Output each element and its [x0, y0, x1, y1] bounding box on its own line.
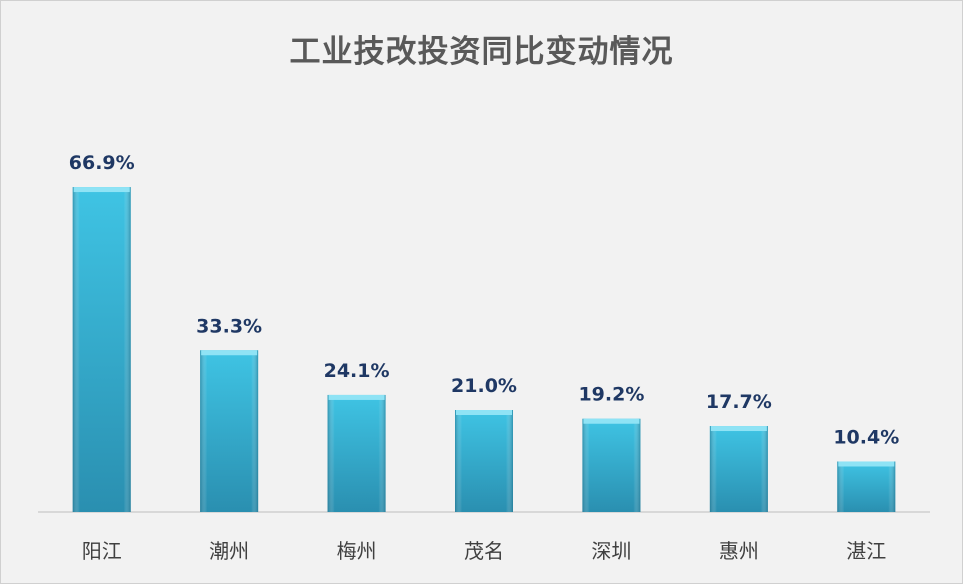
bar-shade-惠州: [709, 426, 768, 512]
category-label-潮州: 潮州: [209, 539, 249, 563]
chart-title: 工业技改投资同比变动情况: [289, 34, 674, 70]
category-label-深圳: 深圳: [591, 539, 631, 563]
bar-cap-梅州: [328, 394, 385, 400]
bar-shade-阳江: [72, 187, 131, 513]
bar-cap-阳江: [73, 187, 130, 193]
bar-shade-梅州: [327, 394, 386, 512]
bar-shade-茂名: [455, 410, 513, 512]
data-label-潮州: 33.3%: [196, 315, 262, 337]
bar-cap-潮州: [201, 350, 258, 356]
bar-cap-茂名: [456, 410, 512, 415]
bar-cap-深圳: [583, 418, 640, 424]
category-label-阳江: 阳江: [82, 539, 122, 563]
bar-shade-深圳: [582, 418, 641, 512]
data-label-惠州: 17.7%: [706, 391, 772, 413]
data-label-湛江: 10.4%: [833, 426, 899, 448]
category-label-湛江: 湛江: [846, 539, 886, 563]
data-label-深圳: 19.2%: [578, 384, 644, 406]
data-label-阳江: 66.9%: [69, 152, 135, 174]
bar-cap-湛江: [838, 461, 895, 467]
data-label-茂名: 21.0%: [451, 375, 517, 397]
category-label-惠州: 惠州: [719, 539, 759, 563]
category-label-茂名: 茂名: [464, 539, 504, 563]
category-label-梅州: 梅州: [337, 539, 377, 563]
bar-cap-惠州: [710, 426, 767, 432]
data-label-梅州: 24.1%: [324, 360, 390, 382]
bar-shade-潮州: [200, 350, 259, 512]
bar-shade-湛江: [837, 461, 896, 512]
